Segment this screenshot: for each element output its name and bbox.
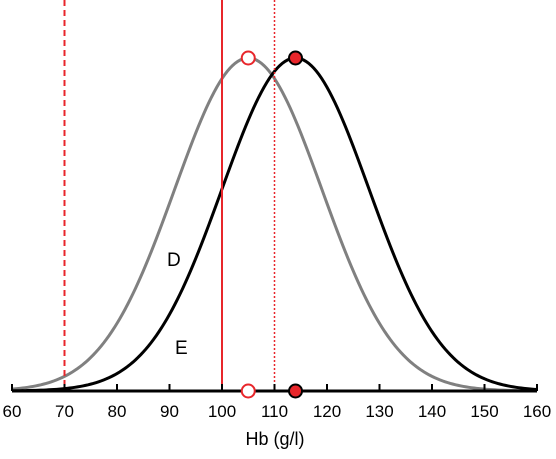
marker-d-axis <box>240 383 256 399</box>
curve-label-e: E <box>175 338 188 359</box>
reference-lines-layer <box>63 0 276 391</box>
x-tick-label-90: 90 <box>160 402 179 421</box>
x-axis-title: Hb (g/l) <box>245 429 304 449</box>
x-tick-label-120: 120 <box>313 402 341 421</box>
x-ticks-layer: 60 70 80 90 100 110 120 130 140 150 160 <box>3 384 551 421</box>
x-tick-label-110: 110 <box>261 402 288 421</box>
curve-e <box>11 56 538 393</box>
x-tick-label-140: 140 <box>418 402 446 421</box>
x-tick-label-150: 150 <box>470 402 498 421</box>
x-tick-label-60: 60 <box>3 402 22 421</box>
x-tick-label-100: 100 <box>208 402 236 421</box>
curve-d <box>11 56 538 393</box>
markers-layer <box>240 50 303 399</box>
x-tick-label-130: 130 <box>365 402 393 421</box>
marker-d-peak <box>240 50 256 66</box>
x-tick-label-70: 70 <box>55 402 74 421</box>
x-tick-label-160: 160 <box>523 402 551 421</box>
marker-e-peak <box>288 50 303 66</box>
x-tick-label-80: 80 <box>108 402 127 421</box>
marker-e-axis <box>288 383 303 399</box>
curve-label-d: D <box>167 250 181 271</box>
curves-layer <box>11 56 538 393</box>
